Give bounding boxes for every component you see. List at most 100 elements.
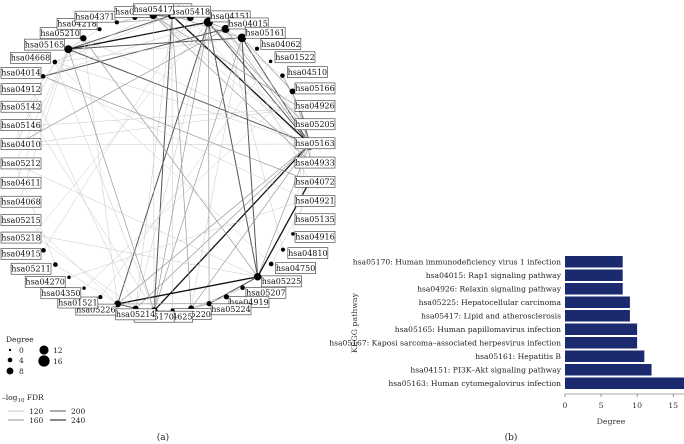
fdr-legend-title: –log10 FDR	[2, 393, 44, 404]
node-dot	[268, 59, 273, 64]
network-edge	[83, 38, 118, 304]
node-label-box	[0, 231, 42, 244]
node-label-box	[0, 214, 42, 226]
bar	[565, 364, 652, 376]
network-node: hsa05218	[0, 231, 42, 244]
node-label: hsa04015	[228, 19, 267, 28]
network-node: hsa04916	[291, 231, 336, 243]
node-label: hsa05214	[116, 310, 155, 319]
degree-legend-label: 12	[53, 346, 63, 355]
network-edge	[42, 28, 226, 77]
node-label-box	[294, 156, 336, 169]
network-node: hsa04062	[254, 38, 302, 51]
node-label-box	[0, 100, 42, 113]
node-label-box	[244, 26, 286, 39]
network-edge	[117, 276, 258, 305]
network-edge	[100, 61, 271, 298]
network-edge	[225, 28, 307, 126]
network-node: hsa04350	[40, 286, 86, 300]
network-edge	[68, 199, 307, 278]
degree-legend-dot	[38, 355, 50, 367]
network-node: hsa04750	[268, 261, 316, 274]
node-label-box	[260, 38, 302, 50]
node-label: hsa05161	[245, 29, 284, 38]
network-edge	[226, 287, 243, 297]
network-node: hsa04668	[10, 52, 58, 65]
node-dot	[40, 74, 46, 79]
bar-category-label: hsa04151: PI3K–Akt signaling pathway	[410, 366, 561, 375]
network-node: hsa05146	[0, 119, 42, 131]
node-dot	[240, 285, 245, 291]
node-label: hsa04933	[295, 158, 334, 167]
node-label: hsa05142	[1, 103, 40, 112]
node-label-box	[294, 213, 336, 226]
network-edge	[190, 143, 311, 309]
network-edge	[153, 22, 209, 311]
degree-legend-label: 16	[53, 357, 63, 366]
network-edge	[68, 37, 242, 50]
bar	[565, 323, 638, 335]
network-edge	[208, 276, 258, 305]
node-label: hsa04912	[1, 85, 40, 94]
node-dot	[280, 247, 286, 252]
network-edge	[55, 264, 118, 305]
node-dot	[41, 248, 46, 253]
network-edge	[207, 21, 311, 145]
bar-category-label: hsa05225: Hepatocellular carcinoma	[419, 298, 562, 307]
node-label-box	[10, 262, 52, 275]
node-label: hsa04810	[288, 249, 327, 258]
node-label: hsa05417	[134, 5, 173, 14]
network-edge	[54, 61, 272, 265]
network-edge	[54, 61, 155, 311]
network-node: hsa01522	[268, 51, 316, 64]
network-edge	[42, 76, 311, 182]
node-label: hsa05135	[295, 215, 334, 224]
node-dot	[80, 35, 87, 42]
node-label-box	[0, 176, 42, 189]
node-label-box	[0, 157, 42, 170]
node-label: hsa05166	[295, 84, 334, 93]
node-label: hsa04270	[25, 278, 64, 287]
network-edge	[54, 15, 154, 63]
bar	[565, 337, 638, 349]
degree-legend-dot	[8, 348, 12, 352]
node-label-box	[0, 83, 42, 95]
x-tick-label: 5	[599, 401, 604, 410]
node-label-box	[132, 3, 174, 16]
node-label: hsa05212	[1, 159, 40, 168]
degree-legend-title: Degree	[6, 335, 34, 344]
node-dot	[223, 294, 229, 300]
node-dot	[206, 301, 212, 307]
network-node: hsa04371	[74, 10, 119, 25]
network-edge	[207, 22, 210, 304]
network-node: hsa05163	[294, 137, 336, 150]
node-label-box	[0, 248, 42, 260]
network-edge	[153, 37, 243, 311]
network-edge	[16, 143, 310, 146]
node-label: hsa04926	[295, 102, 334, 111]
network-node: hsa05225	[253, 273, 302, 288]
network-edge	[68, 48, 310, 145]
node-dot	[67, 275, 71, 280]
x-axis-title: Degree	[597, 417, 626, 426]
node-label: hsa05205	[295, 120, 334, 129]
network-edge	[153, 15, 155, 311]
network-node: hsa05142	[0, 100, 42, 113]
node-label: hsa05210	[40, 29, 79, 38]
network-edge	[32, 91, 136, 309]
panel-a-caption: (a)	[157, 432, 169, 443]
node-dot	[289, 88, 296, 95]
network-node: hsa04010	[0, 138, 42, 150]
pathway-network: hsa05167hsa05418hsa04151hsa04015hsa05161…	[0, 3, 336, 323]
node-label-box	[294, 137, 336, 150]
network-edge	[54, 15, 172, 63]
y-axis-title: KEGG pathway	[350, 292, 359, 353]
fdr-legend-label: 120	[29, 407, 44, 416]
network-edge	[171, 15, 173, 311]
network-edge	[270, 199, 307, 265]
node-label-box	[287, 247, 329, 259]
node-label-box	[0, 138, 42, 150]
network-edge	[16, 107, 301, 146]
